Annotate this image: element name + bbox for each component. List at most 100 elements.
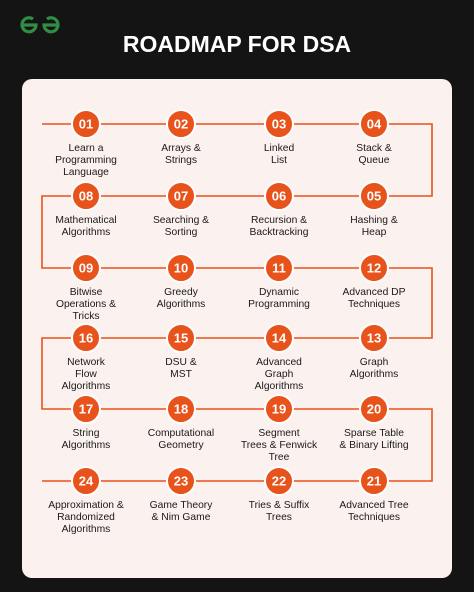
step-label: Graph [265, 369, 294, 380]
step-circle [71, 394, 101, 424]
roadmap-path [41, 123, 433, 482]
step-label: Flow [75, 369, 97, 380]
step-number: 22 [272, 474, 286, 489]
step-label: Graph [360, 357, 389, 368]
step-number: 11 [272, 261, 286, 276]
step-label: Trees & Fenwick [241, 440, 318, 451]
step-label: Language [63, 167, 109, 178]
step-number: 16 [79, 331, 93, 346]
step-label: Mathematical [55, 215, 116, 226]
logo-left [20, 16, 38, 34]
step-circle [71, 181, 101, 211]
step-number: 04 [367, 117, 382, 132]
step-label: Game Theory [150, 500, 214, 511]
step-label: Searching & [153, 215, 209, 226]
step-label: Trees [266, 512, 292, 523]
step-label: Queue [359, 155, 390, 166]
step-label: Computational [148, 428, 214, 439]
step-label: Geometry [158, 440, 204, 451]
step-label: Tree [269, 452, 290, 463]
step-circle [166, 466, 196, 496]
step-number: 09 [79, 261, 93, 276]
step-number: 14 [272, 331, 287, 346]
step-circle [359, 253, 389, 283]
step-label: Algorithms [62, 524, 111, 535]
step-label: Algorithms [255, 381, 304, 392]
title: ROADMAP FOR DSA [123, 31, 351, 57]
step-circle [359, 323, 389, 353]
step-number: 18 [174, 402, 188, 417]
step-label: Advanced DP [343, 287, 406, 298]
step-label: Learn a [69, 143, 104, 154]
step-label: Algorithms [157, 299, 206, 310]
step-number: 24 [79, 474, 94, 489]
step-circle [264, 181, 294, 211]
step-number: 13 [367, 331, 381, 346]
step-label: DSU & [165, 357, 197, 368]
step-label: Hashing & [350, 215, 398, 226]
logo [20, 16, 60, 34]
step-label: Strings [165, 155, 197, 166]
step-number: 08 [79, 189, 93, 204]
step-number: 19 [272, 402, 286, 417]
step-label: Programming [55, 155, 117, 166]
step-label: Randomized [57, 512, 115, 523]
step-circle [71, 109, 101, 139]
step-number: 15 [174, 331, 188, 346]
step-circle [166, 109, 196, 139]
step-label: Recursion & [251, 215, 307, 226]
step-label: Techniques [348, 299, 400, 310]
step-label: Bitwise [70, 287, 103, 298]
step-number: 10 [174, 261, 188, 276]
step-label: String [73, 428, 100, 439]
step-circle [71, 466, 101, 496]
step-label: Approximation & [48, 500, 124, 511]
step-label: Techniques [348, 512, 400, 523]
step-circle [264, 323, 294, 353]
step-label: Arrays & [161, 143, 201, 154]
logo-right [42, 16, 60, 34]
step-label: Algorithms [350, 369, 399, 380]
step-label: Backtracking [250, 227, 309, 238]
step-circle [71, 323, 101, 353]
step-circle [264, 109, 294, 139]
step-label: Algorithms [62, 381, 111, 392]
step-label: Dynamic [259, 287, 299, 298]
step-label: Greedy [164, 287, 199, 298]
step-circle [166, 181, 196, 211]
step-label: Linked [264, 143, 295, 154]
step-number: 03 [272, 117, 286, 132]
step-number: 12 [367, 261, 381, 276]
step-label: Algorithms [62, 227, 111, 238]
step-number: 21 [367, 474, 381, 489]
step-label: Sorting [165, 227, 198, 238]
step-label: & Nim Game [152, 512, 211, 523]
step-label: Operations & [56, 299, 116, 310]
step-number: 07 [174, 189, 188, 204]
step-label: MST [170, 369, 192, 380]
step-label: Network [67, 357, 106, 368]
step-label: Tries & Suffix [249, 500, 311, 511]
step-circle [264, 253, 294, 283]
step-circle [264, 466, 294, 496]
step-label: Segment [258, 428, 299, 439]
step-label: Sparse Table [344, 428, 404, 439]
step-label: Programming [248, 299, 310, 310]
step-label: Stack & [356, 143, 392, 154]
step-circle [359, 466, 389, 496]
step-circle [359, 109, 389, 139]
step-number: 02 [174, 117, 188, 132]
step-circle [71, 253, 101, 283]
step-label: & Binary Lifting [339, 440, 409, 451]
step-label: List [271, 155, 287, 166]
card [22, 79, 452, 578]
step-circle [264, 394, 294, 424]
step-circle [166, 394, 196, 424]
step-label: Advanced [256, 357, 302, 368]
step-circle [166, 323, 196, 353]
step-number: 06 [272, 189, 286, 204]
step-circle [166, 253, 196, 283]
step-number: 20 [367, 402, 381, 417]
step-number: 01 [79, 117, 93, 132]
step-number: 17 [79, 402, 93, 417]
